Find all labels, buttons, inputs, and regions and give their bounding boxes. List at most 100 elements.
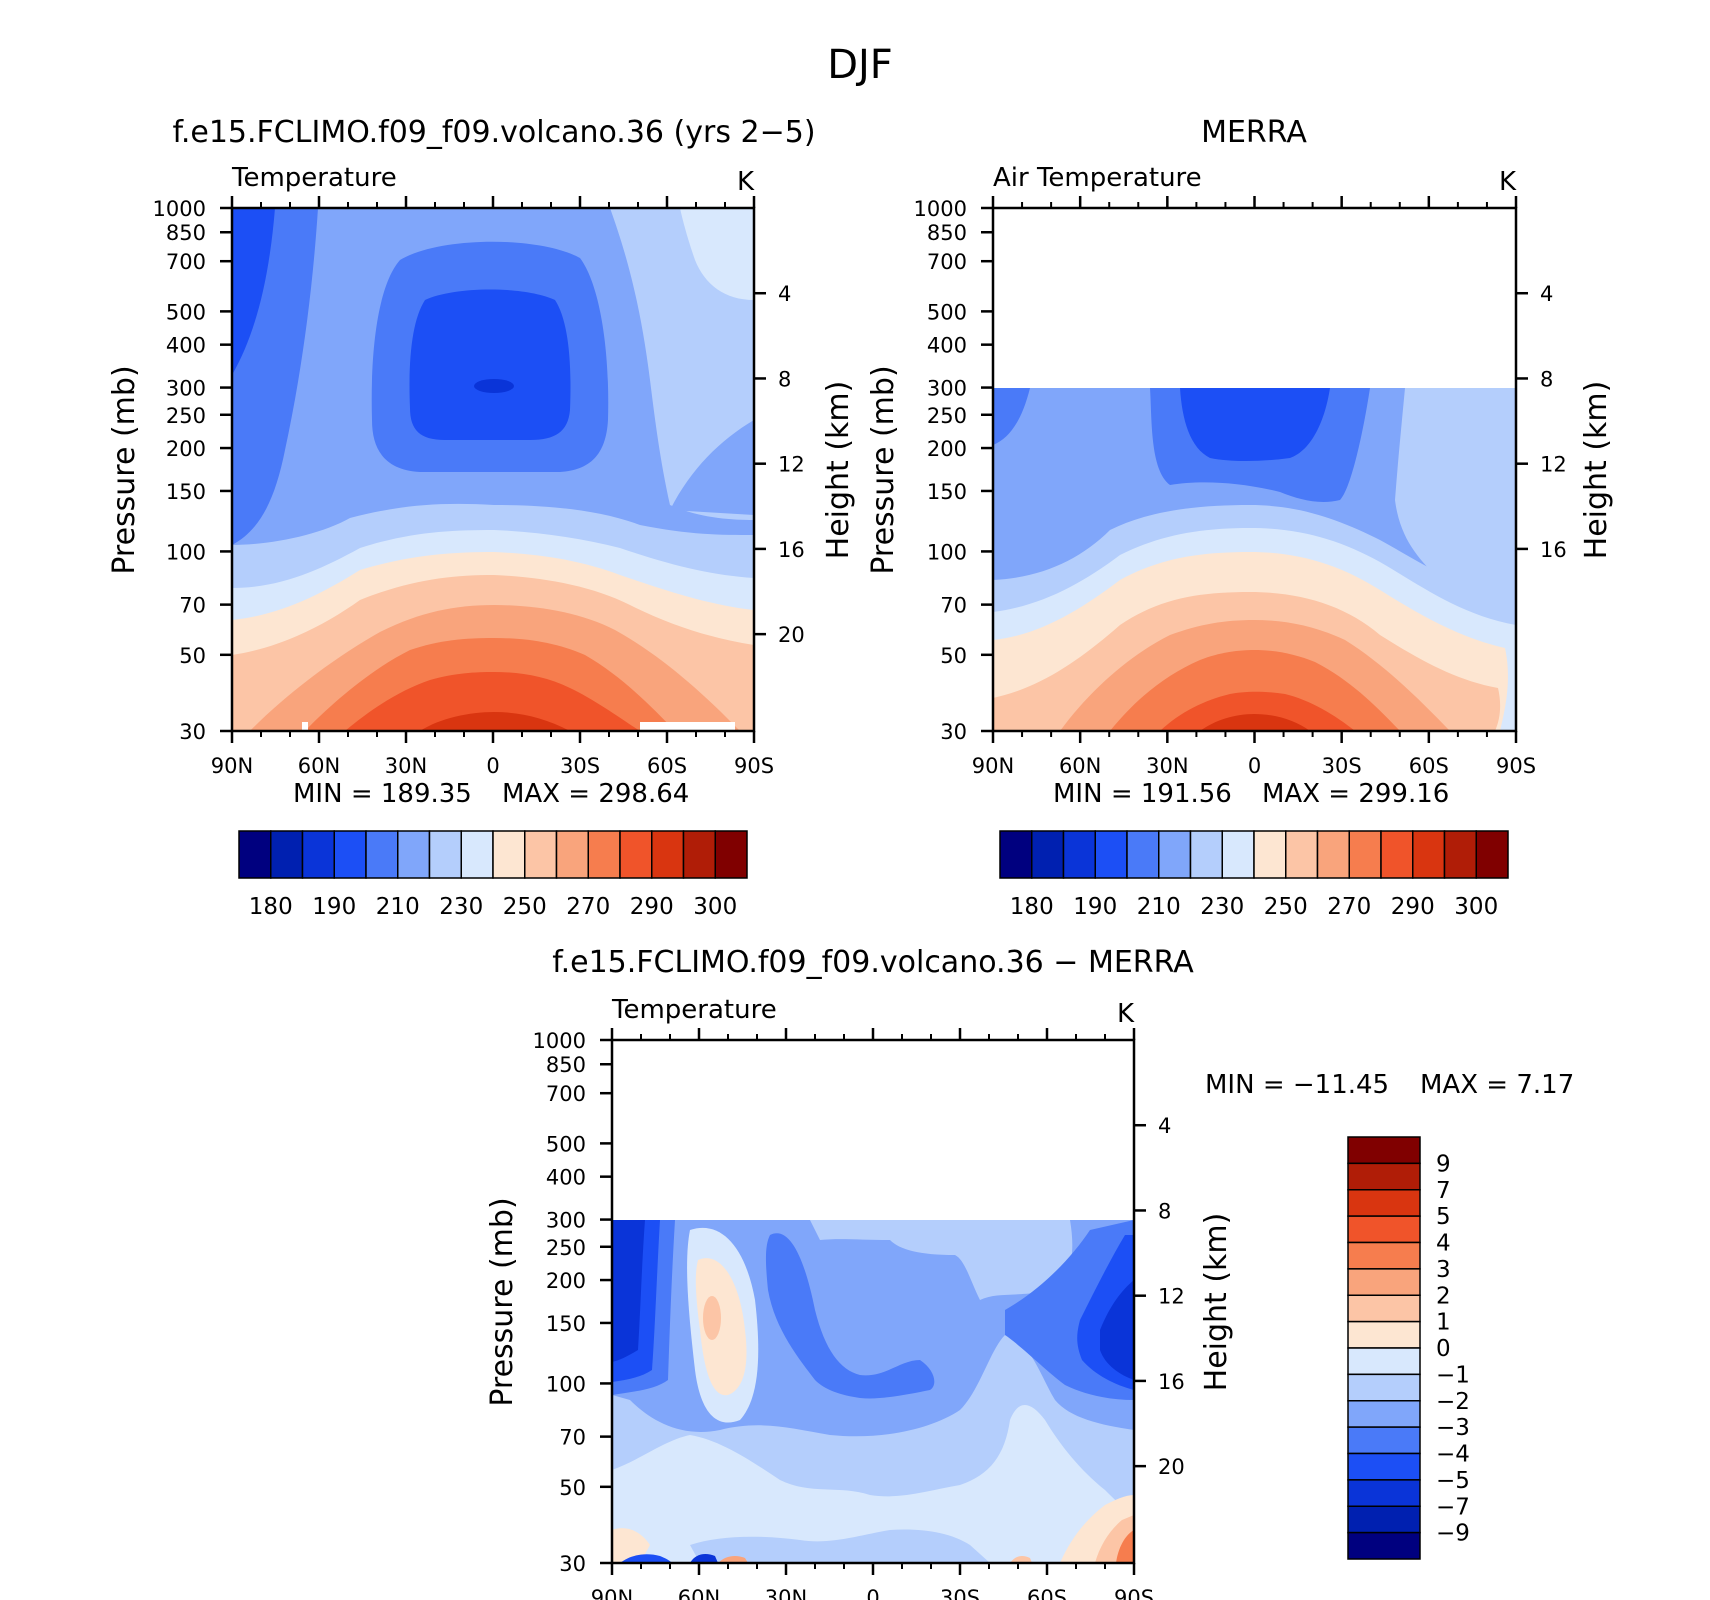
obs-contour-east-light	[1395, 388, 1516, 605]
diff-y-tick-label: 1000	[533, 1029, 586, 1053]
diff-contour-east-core	[1100, 1280, 1134, 1380]
model-x-tick-label: 60S	[647, 754, 687, 778]
diff-colorbar-box	[1347, 1294, 1421, 1323]
model-title: f.e15.FCLIMO.f09_f09.volcano.36 (yrs 2−5…	[172, 115, 815, 150]
model-y-tick-label: 1000	[153, 197, 206, 221]
obs-y-tick-label: 300	[927, 377, 967, 401]
diff-x-tick-label: 60S	[1027, 1586, 1067, 1600]
obs-colorbar: 180 190 210 230 250 270 290 300	[999, 830, 1509, 920]
model-y-tick-label: 50	[179, 644, 206, 668]
model-colorbar-label: 300	[693, 894, 737, 920]
diff-y-tick-label: 700	[546, 1082, 586, 1106]
model-y-tick-label: 850	[166, 221, 206, 245]
obs-colorbar-label: 270	[1327, 894, 1371, 920]
model-colorbar-label: 210	[376, 894, 420, 920]
obs-y-tick-label: 850	[927, 221, 967, 245]
obs-contour-warm-290	[1160, 691, 1355, 731]
model-colorbar-label: 180	[249, 894, 293, 920]
model-y2-tick-label: 4	[778, 282, 791, 306]
diff-x-tick-label: 0	[866, 1586, 879, 1600]
diff-y-tick-label: 400	[546, 1166, 586, 1190]
model-surface-mask-south	[640, 722, 735, 731]
diff-y-tick-label: 200	[546, 1269, 586, 1293]
model-y-tick-label: 250	[166, 404, 206, 428]
model-y2-tick-label: 20	[778, 623, 805, 647]
obs-contour-warm-280	[1110, 650, 1400, 731]
obs-x-tick-label: 30S	[1322, 754, 1362, 778]
diff-y-tick-label: 70	[559, 1426, 586, 1450]
model-max-label: MAX = 298.64	[502, 779, 689, 809]
diff-contour-warm-anomaly	[695, 1258, 747, 1396]
diff-max-label: MAX = 7.17	[1420, 1070, 1574, 1100]
obs-colorbar-box	[1285, 830, 1319, 879]
obs-y2label: Height (km)	[1579, 381, 1614, 560]
diff-contour-lower-light	[612, 1405, 1134, 1563]
obs-colorbar-label: 190	[1073, 894, 1117, 920]
obs-contour-cold-core	[1180, 388, 1330, 461]
diff-colorbar-box	[1347, 1452, 1421, 1481]
diff-y2-tick-label: 16	[1158, 1370, 1185, 1394]
model-axes: 90N 60N 30N 0 30S 60S 90S 30 50 70 100 150 200 250 300…	[153, 196, 805, 778]
obs-colorbar-box	[1189, 830, 1223, 879]
obs-x-tick-label: 90S	[1496, 754, 1536, 778]
diff-colorbar-label: −7	[1436, 1494, 1470, 1520]
obs-y-tick-label: 400	[927, 334, 967, 358]
model-x-tick-label: 30N	[385, 754, 427, 778]
obs-contour-warm-max	[1200, 714, 1310, 731]
diff-y-tick-label: 50	[559, 1476, 586, 1500]
model-field	[232, 208, 754, 731]
obs-colorbar-box	[1126, 830, 1160, 879]
diff-colorbar-box	[1347, 1373, 1421, 1402]
model-x-tick-label: 90S	[734, 754, 774, 778]
model-units: K	[737, 167, 755, 197]
diff-x-tick-label: 30N	[765, 1586, 807, 1600]
model-x-tick-label: 90N	[211, 754, 253, 778]
diff-contour-surface-cold-north	[620, 1554, 672, 1563]
diff-y2-tick-label: 20	[1158, 1455, 1185, 1479]
model-y-tick-label: 500	[166, 300, 206, 324]
model-x-tick-label: 0	[486, 754, 499, 778]
diff-contour-surface-warm-south	[1010, 1555, 1032, 1563]
diff-y2label: Height (km)	[1199, 1213, 1234, 1392]
diff-colorbar-box	[1347, 1320, 1421, 1349]
model-y-tick-label: 70	[179, 594, 206, 618]
diff-colorbar-box	[1347, 1531, 1421, 1560]
diff-y-tick-label: 150	[546, 1312, 586, 1336]
obs-min-label: MIN = 191.56	[1053, 779, 1232, 809]
diff-x-tick-label: 30S	[940, 1586, 980, 1600]
obs-colorbar-box	[1094, 830, 1128, 879]
diff-y-tick-label: 850	[546, 1053, 586, 1077]
diff-contour-arctic-warm	[612, 1528, 650, 1563]
obs-y-tick-label: 1000	[914, 197, 967, 221]
model-y-tick-label: 200	[166, 437, 206, 461]
obs-contour-west	[993, 388, 1030, 445]
model-colorbar-box	[682, 830, 716, 879]
diff-y-tick-label: 100	[546, 1372, 586, 1396]
model-min-label: MIN = 189.35	[293, 779, 472, 809]
model-y-tick-label: 700	[166, 250, 206, 274]
diff-contour-lower-mid	[690, 1529, 990, 1563]
obs-y-tick-label: 50	[940, 644, 967, 668]
model-colorbar-box	[460, 830, 494, 879]
obs-y-tick-label: 250	[927, 404, 967, 428]
diff-colorbar-box	[1347, 1215, 1421, 1244]
obs-x-tick-label: 60S	[1409, 754, 1449, 778]
diff-contour-warm-anomaly-core	[703, 1296, 721, 1340]
diff-y2-tick-label: 4	[1158, 1114, 1171, 1138]
model-y2-tick-label: 12	[778, 453, 805, 477]
diff-y-tick-label: 500	[546, 1132, 586, 1156]
diff-contour-west-core	[612, 1220, 645, 1362]
obs-colorbar-label: 230	[1200, 894, 1244, 920]
model-contour-warm-max	[420, 712, 570, 731]
obs-y-tick-label: 70	[940, 594, 967, 618]
diff-title: f.e15.FCLIMO.f09_f09.volcano.36 − MERRA	[552, 945, 1194, 980]
diff-contour-surface-warm	[718, 1555, 748, 1563]
model-subtitle: Temperature	[231, 163, 397, 193]
diff-colorbar-box	[1347, 1268, 1421, 1296]
obs-colorbar-box	[1316, 830, 1350, 879]
model-x-tick-label: 60N	[298, 754, 340, 778]
model-colorbar-box	[397, 830, 431, 879]
obs-axes: 90N 60N 30N 0 30S 60S 90S 30 50 70 100 150 200 250 300…	[914, 196, 1567, 778]
obs-colorbar-box	[1475, 830, 1509, 879]
